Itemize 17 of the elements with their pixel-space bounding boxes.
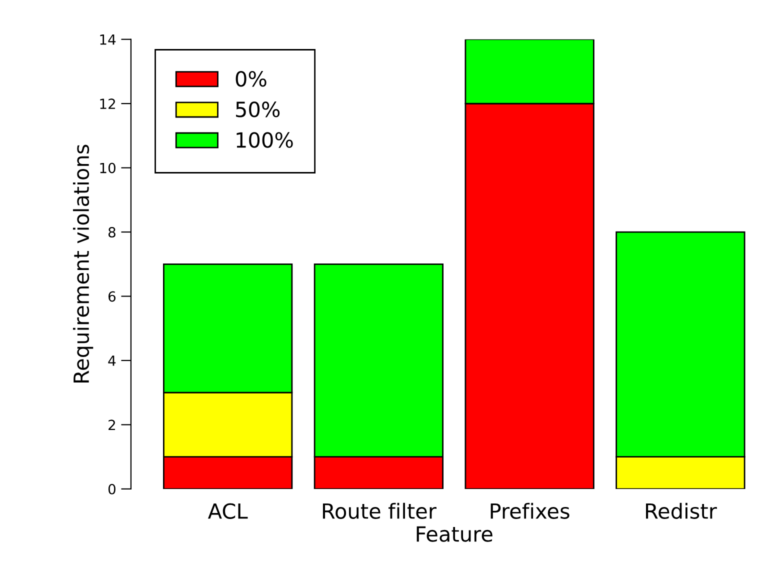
y-tick-label: 4 xyxy=(108,356,116,366)
legend-label: 0% xyxy=(236,70,266,87)
y-axis-title: Requirement violations xyxy=(72,144,94,382)
x-axis-title: Feature xyxy=(416,526,492,542)
y-tick-label: 14 xyxy=(100,34,116,45)
x-tick-label: ACL xyxy=(208,503,248,519)
y-tick-label: 12 xyxy=(100,98,115,109)
legend-label: 50% xyxy=(236,102,280,118)
y-tick-label: 8 xyxy=(108,226,116,238)
x-tick-label: Redistr xyxy=(646,502,717,519)
y-tick-label: 0 xyxy=(108,484,116,494)
y-tick-label: 2 xyxy=(108,420,115,430)
x-tick-label: Prefixes xyxy=(490,502,570,519)
legend-label: 100% xyxy=(236,132,293,148)
x-tick-label: Route filter xyxy=(322,502,436,519)
y-tick-label: 6 xyxy=(108,291,116,302)
y-tick-label: 10 xyxy=(100,162,116,174)
